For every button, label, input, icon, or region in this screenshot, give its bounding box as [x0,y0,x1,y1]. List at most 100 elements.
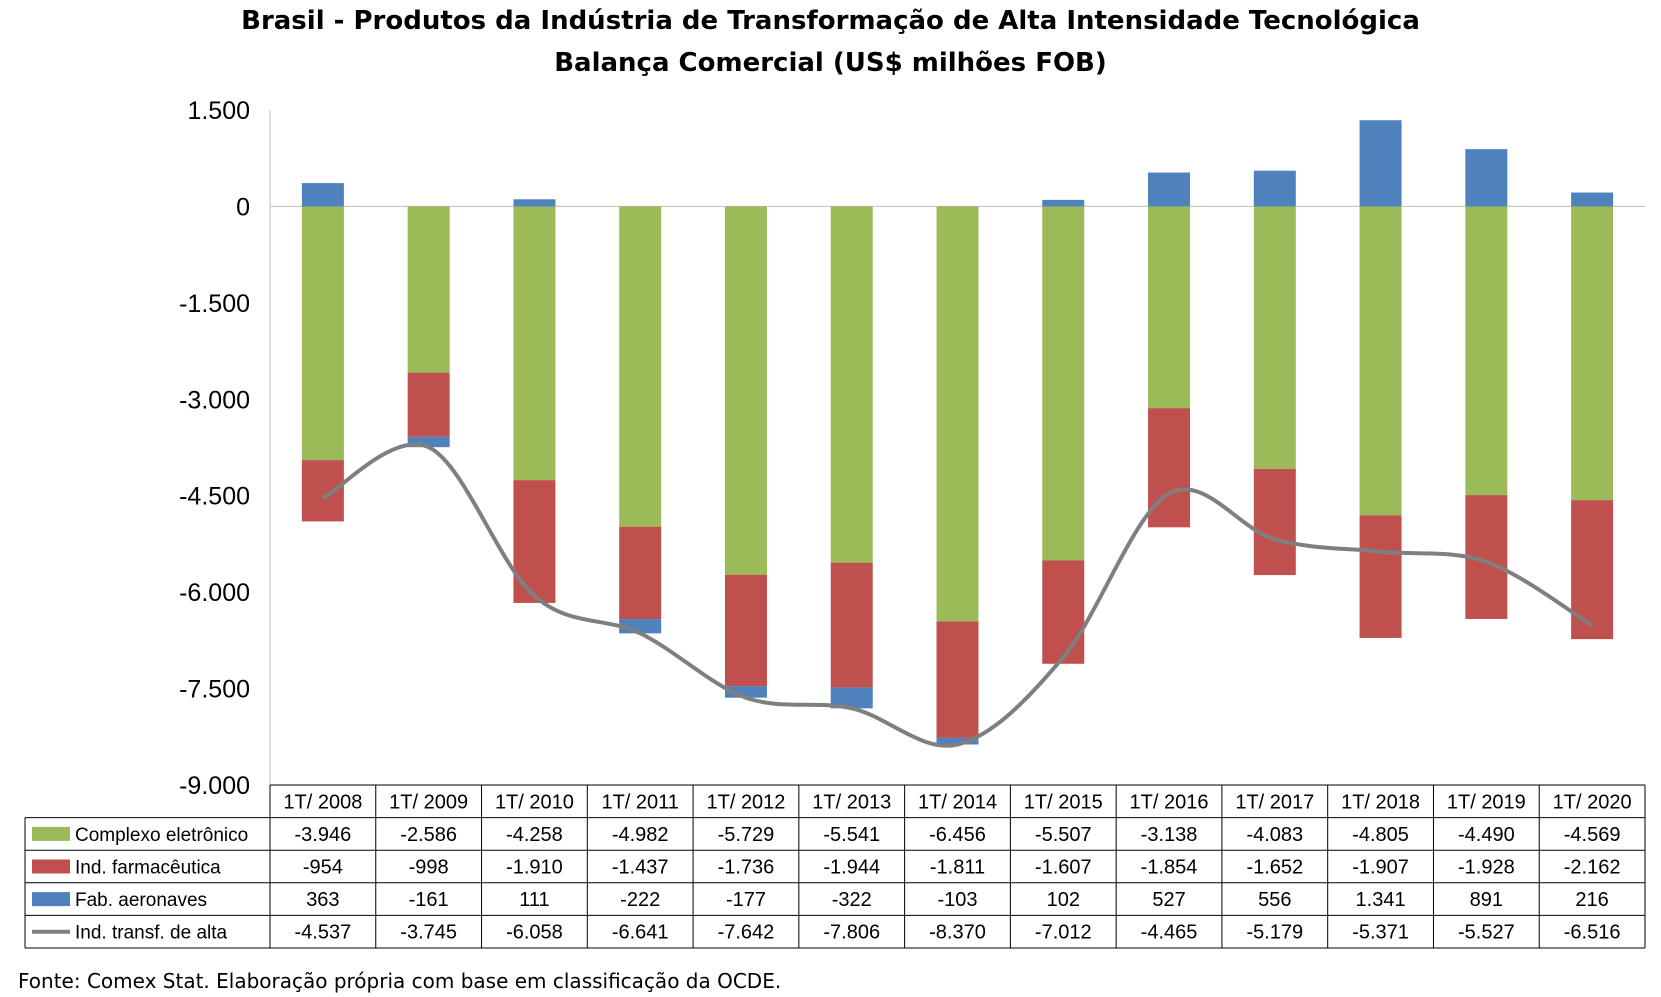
bar-fab-aeronaves-7 [1042,199,1085,207]
legend-label: Ind. transf. de alta [75,923,228,944]
table-cell: -4.537 [295,922,352,944]
bar-fab-aeronaves-0 [301,183,344,207]
y-tick-label: -4.500 [179,483,250,511]
table-cell: -4.569 [1564,824,1621,846]
table-cell: -5.541 [823,824,880,846]
table-cell: -161 [409,889,449,911]
table-cell: 527 [1152,889,1185,911]
table-cell: 891 [1470,889,1503,911]
bar-fab-aeronaves-12 [1571,192,1614,207]
bar-fab-aeronaves-8 [1148,172,1191,207]
x-category-label: 1T/ 2019 [1447,791,1526,813]
table-cell: 556 [1258,889,1291,911]
y-tick-label: -1.500 [179,290,250,318]
bar-ind-farmac-utica-1 [407,372,450,437]
bar-ind-farmac-utica-3 [619,526,662,620]
table-cell: -4.805 [1352,824,1409,846]
table-cell: -1.910 [506,857,563,879]
x-category-label: 1T/ 2014 [918,791,997,813]
y-tick-label: -7.500 [179,676,250,704]
table-cell: -5.729 [718,824,775,846]
x-category-label: 1T/ 2008 [283,791,362,813]
source-note: Fonte: Comex Stat. Elaboração própria co… [18,969,782,993]
y-tick-label: -3.000 [179,386,250,414]
bar-ind-farmac-utica-9 [1253,468,1296,576]
bar-ind-farmac-utica-12 [1571,500,1614,640]
bar-complexo-eletr-nico-2 [513,206,556,481]
bar-ind-farmac-utica-7 [1042,560,1085,664]
table-cell: -6.641 [612,922,669,944]
table-cell: -3.745 [400,922,457,944]
bar-ind-farmac-utica-2 [513,480,556,603]
x-category-label: 1T/ 2015 [1024,791,1103,813]
table-cell: -1.652 [1246,857,1303,879]
table-cell: -4.982 [612,824,669,846]
x-category-label: 1T/ 2013 [812,791,891,813]
bar-complexo-eletr-nico-8 [1148,206,1191,409]
table-cell: -4.083 [1246,824,1303,846]
table-cell: -5.507 [1035,824,1092,846]
chart-title: Brasil - Produtos da Indústria de Transf… [241,6,1420,36]
table-cell: -5.371 [1352,922,1409,944]
bar-ind-farmac-utica-10 [1359,515,1402,638]
table-cell: -1.928 [1458,857,1515,879]
table-cell: -6.456 [929,824,986,846]
bar-ind-farmac-utica-5 [830,562,873,688]
bar-complexo-eletr-nico-12 [1571,206,1614,501]
table-cell: -3.946 [295,824,352,846]
table-cell: -103 [937,889,977,911]
table-cell: -998 [409,857,449,879]
table-cell: -1.907 [1352,857,1409,879]
bar-ind-farmac-utica-4 [724,574,767,687]
table-cell: -2.162 [1564,857,1621,879]
bar-complexo-eletr-nico-1 [407,206,450,373]
bar-fab-aeronaves-5 [830,687,873,709]
table-cell: -1.854 [1141,857,1198,879]
bar-complexo-eletr-nico-6 [936,206,979,622]
table-cell: -1.736 [718,857,775,879]
bar-complexo-eletr-nico-9 [1253,206,1296,469]
table-cell: -4.465 [1141,922,1198,944]
bar-complexo-eletr-nico-11 [1465,206,1508,496]
table-cell: -1.811 [930,857,985,879]
y-tick-label: -6.000 [179,579,250,607]
bar-fab-aeronaves-11 [1465,149,1508,207]
table-cell: -2.586 [400,824,457,846]
y-tick-label: 1.500 [187,97,250,125]
x-category-label: 1T/ 2020 [1553,791,1632,813]
bar-complexo-eletr-nico-7 [1042,206,1085,561]
y-tick-label: -9.000 [179,772,250,800]
legend-key-0 [32,826,70,841]
x-category-label: 1T/ 2017 [1235,791,1314,813]
bar-ind-farmac-utica-8 [1148,408,1191,528]
table-cell: -3.138 [1141,824,1198,846]
bar-ind-farmac-utica-6 [936,621,979,738]
table-cell: -1.437 [612,857,669,879]
bar-ind-farmac-utica-0 [301,460,344,522]
table-cell: 102 [1047,889,1080,911]
table-cell: -1.944 [823,857,880,879]
bar-complexo-eletr-nico-3 [619,206,662,527]
table-cell: -177 [726,889,766,911]
table-cell: -8.370 [929,922,986,944]
table-cell: 363 [306,889,339,911]
table-cell: -6.058 [506,922,563,944]
bar-complexo-eletr-nico-0 [301,206,344,461]
x-category-label: 1T/ 2009 [389,791,468,813]
table-cell: -7.806 [823,922,880,944]
table-cell: -222 [620,889,660,911]
legend-key-2 [32,892,70,907]
bar-fab-aeronaves-2 [513,199,556,207]
bar-fab-aeronaves-1 [407,436,450,448]
legend-label: Ind. farmacêutica [75,858,221,879]
bar-complexo-eletr-nico-4 [724,206,767,575]
x-category-label: 1T/ 2012 [706,791,785,813]
bar-complexo-eletr-nico-10 [1359,206,1402,516]
table-cell: -7.642 [718,922,775,944]
legend-label: Complexo eletrônico [75,825,248,846]
table-cell: -5.179 [1246,922,1303,944]
y-tick-label: 0 [236,193,250,221]
bar-fab-aeronaves-10 [1359,120,1402,207]
bar-fab-aeronaves-4 [724,686,767,698]
